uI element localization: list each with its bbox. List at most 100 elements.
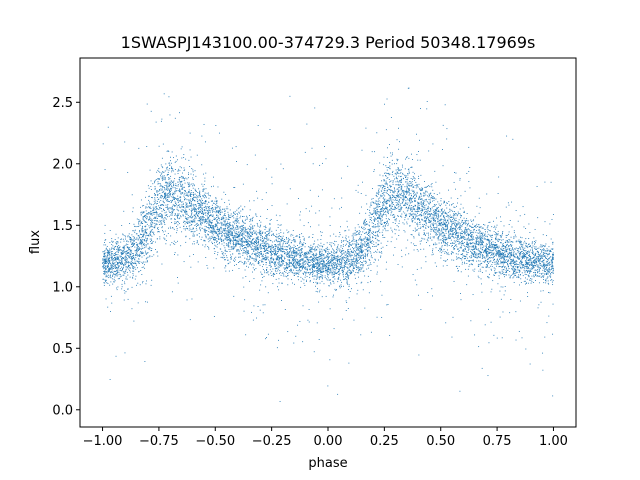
scatter-point xyxy=(260,244,261,246)
scatter-point xyxy=(266,257,268,259)
scatter-point xyxy=(122,271,124,273)
scatter-point xyxy=(334,240,336,242)
scatter-point xyxy=(384,187,386,189)
scatter-point xyxy=(236,240,238,242)
scatter-point xyxy=(547,269,549,271)
scatter-point xyxy=(162,215,163,217)
scatter-point xyxy=(279,235,281,237)
scatter-point xyxy=(156,223,158,225)
scatter-point xyxy=(380,186,382,188)
scatter-point xyxy=(525,262,527,263)
scatter-point xyxy=(361,226,363,228)
scatter-point xyxy=(119,249,121,251)
scatter-point xyxy=(207,210,209,211)
scatter-point xyxy=(254,247,256,249)
scatter-point xyxy=(310,251,312,253)
scatter-point xyxy=(320,235,322,237)
scatter-point xyxy=(278,282,280,284)
scatter-point xyxy=(230,249,232,250)
scatter-point xyxy=(515,257,517,259)
scatter-point xyxy=(532,266,534,268)
scatter-point xyxy=(142,212,144,214)
scatter-point xyxy=(335,249,337,251)
scatter-point xyxy=(366,244,367,246)
scatter-point xyxy=(179,201,181,202)
scatter-point xyxy=(539,259,541,261)
scatter-point xyxy=(333,328,335,330)
scatter-point xyxy=(386,177,388,179)
scatter-point xyxy=(525,246,527,248)
scatter-point xyxy=(176,185,178,187)
scatter-point xyxy=(545,243,547,245)
scatter-point xyxy=(258,243,260,245)
scatter-point xyxy=(306,267,308,269)
scatter-point xyxy=(515,269,516,271)
scatter-point xyxy=(389,186,391,187)
scatter-point xyxy=(247,227,249,229)
scatter-point xyxy=(205,196,207,197)
scatter-point xyxy=(513,276,515,278)
scatter-point xyxy=(384,227,386,229)
scatter-point xyxy=(162,186,164,188)
scatter-point xyxy=(528,254,529,256)
scatter-point xyxy=(403,198,405,200)
scatter-point xyxy=(226,239,228,241)
scatter-point xyxy=(350,251,352,253)
scatter-point xyxy=(526,268,528,270)
scatter-point xyxy=(467,249,469,251)
scatter-point xyxy=(329,262,331,264)
scatter-point xyxy=(165,207,167,208)
scatter-point xyxy=(342,266,344,268)
scatter-point xyxy=(491,247,493,249)
scatter-point xyxy=(406,193,408,195)
scatter-point xyxy=(107,249,108,251)
scatter-point xyxy=(383,186,384,188)
scatter-point xyxy=(180,192,182,194)
scatter-point xyxy=(373,216,375,217)
scatter-point xyxy=(368,224,370,226)
scatter-point xyxy=(220,227,221,229)
scatter-point xyxy=(337,261,338,263)
scatter-point xyxy=(385,221,387,223)
scatter-point xyxy=(453,216,455,218)
scatter-point xyxy=(505,246,507,248)
scatter-point xyxy=(345,310,347,311)
scatter-point xyxy=(152,206,154,208)
scatter-point xyxy=(166,200,168,202)
scatter-point xyxy=(513,272,514,274)
scatter-point xyxy=(277,244,279,246)
scatter-point xyxy=(332,296,334,298)
scatter-point xyxy=(545,273,547,275)
scatter-point xyxy=(110,259,112,261)
scatter-point xyxy=(246,232,248,234)
scatter-point xyxy=(503,225,505,227)
scatter-point xyxy=(470,263,472,265)
scatter-point xyxy=(397,167,399,169)
scatter-point xyxy=(394,205,396,207)
scatter-point xyxy=(120,269,122,271)
scatter-point xyxy=(412,220,414,222)
scatter-point xyxy=(363,220,365,222)
scatter-point xyxy=(541,250,543,251)
scatter-point xyxy=(394,206,396,208)
scatter-point xyxy=(461,241,463,243)
scatter-point xyxy=(437,236,439,238)
scatter-point xyxy=(445,237,447,239)
scatter-point xyxy=(393,192,395,194)
scatter-point xyxy=(203,220,205,222)
scatter-point xyxy=(445,242,446,244)
scatter-point xyxy=(325,269,327,271)
scatter-point xyxy=(454,214,456,216)
scatter-point xyxy=(460,234,461,236)
scatter-point xyxy=(179,196,181,198)
scatter-point xyxy=(311,247,313,249)
scatter-point xyxy=(527,296,529,297)
scatter-point xyxy=(412,186,414,188)
scatter-point xyxy=(380,220,382,222)
scatter-point xyxy=(218,230,220,232)
scatter-point xyxy=(179,197,181,199)
scatter-point xyxy=(349,259,351,261)
scatter-point xyxy=(435,209,437,211)
scatter-point xyxy=(551,259,553,261)
scatter-point xyxy=(342,272,344,273)
